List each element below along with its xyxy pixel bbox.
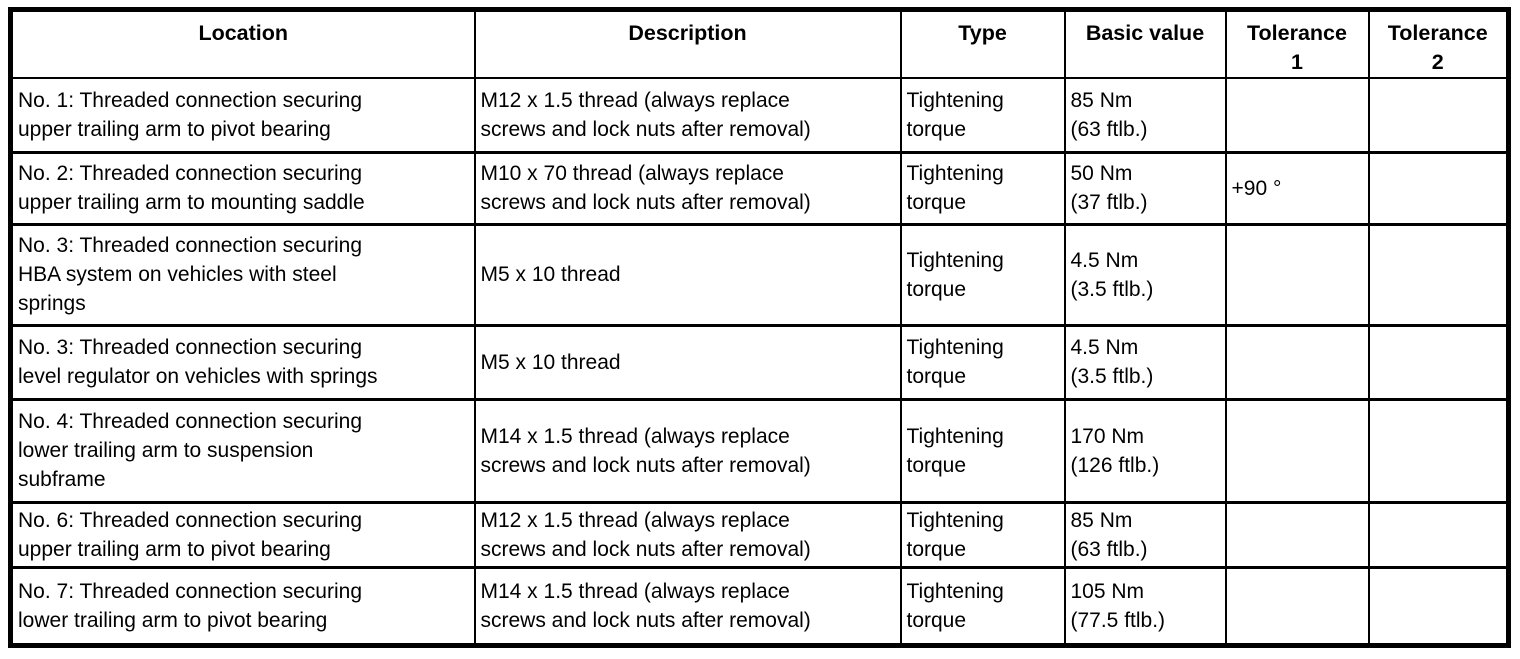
cell-tolerance-1 <box>1224 565 1370 647</box>
col-header-tolerance-1: Tolerance 1 <box>1224 8 1370 79</box>
col-header-basic-value: Basic value <box>1063 8 1227 79</box>
cell-basic-value: 105 Nm (77.5 ftlb.) <box>1063 565 1227 647</box>
cell-tolerance-1 <box>1224 77 1370 154</box>
cell-tolerance-1 <box>1224 222 1370 327</box>
cell-type: Tightening torque <box>899 150 1066 226</box>
cell-basic-value: 4.5 Nm (3.5 ftlb.) <box>1063 222 1227 327</box>
torque-spec-table: Location Description Type Basic value To… <box>8 7 1511 648</box>
table-row: No. 4: Threaded connection securing lowe… <box>9 397 1510 504</box>
cell-description: M14 x 1.5 thread (always replace screws … <box>473 397 902 504</box>
cell-type: Tightening torque <box>899 222 1066 327</box>
cell-location: No. 1: Threaded connection securing uppe… <box>9 77 476 154</box>
cell-tolerance-1 <box>1224 397 1370 504</box>
cell-type: Tightening torque <box>899 323 1066 401</box>
col-header-location: Location <box>9 8 476 79</box>
cell-description: M5 x 10 thread <box>473 323 902 401</box>
table-row: No. 3: Threaded connection securing leve… <box>9 323 1510 401</box>
table-row: No. 1: Threaded connection securing uppe… <box>9 77 1510 154</box>
col-header-description: Description <box>473 8 902 79</box>
cell-basic-value: 4.5 Nm (3.5 ftlb.) <box>1063 323 1227 401</box>
cell-basic-value: 170 Nm (126 ftlb.) <box>1063 397 1227 504</box>
cell-type: Tightening torque <box>899 397 1066 504</box>
cell-description: M12 x 1.5 thread (always replace screws … <box>473 77 902 154</box>
cell-basic-value: 85 Nm (63 ftlb.) <box>1063 500 1227 569</box>
cell-location: No. 4: Threaded connection securing lowe… <box>9 397 476 504</box>
table-row: No. 6: Threaded connection securing uppe… <box>9 500 1510 569</box>
cell-tolerance-1 <box>1224 500 1370 569</box>
cell-location: No. 3: Threaded connection securing HBA … <box>9 222 476 327</box>
cell-basic-value: 85 Nm (63 ftlb.) <box>1063 77 1227 154</box>
header-row: Location Description Type Basic value To… <box>9 8 1510 79</box>
cell-location: No. 6: Threaded connection securing uppe… <box>9 500 476 569</box>
cell-location: No. 3: Threaded connection securing leve… <box>9 323 476 401</box>
cell-description: M10 x 70 thread (always replace screws a… <box>473 150 902 226</box>
cell-tolerance-1: +90 ° <box>1224 150 1370 226</box>
cell-tolerance-2 <box>1367 150 1510 226</box>
cell-tolerance-2 <box>1367 77 1510 154</box>
cell-type: Tightening torque <box>899 565 1066 647</box>
cell-tolerance-2 <box>1367 397 1510 504</box>
cell-basic-value: 50 Nm (37 ftlb.) <box>1063 150 1227 226</box>
cell-tolerance-2 <box>1367 323 1510 401</box>
cell-tolerance-1 <box>1224 323 1370 401</box>
cell-location: No. 2: Threaded connection securing uppe… <box>9 150 476 226</box>
table-row: No. 2: Threaded connection securing uppe… <box>9 150 1510 226</box>
cell-tolerance-2 <box>1367 500 1510 569</box>
cell-description: M14 x 1.5 thread (always replace screws … <box>473 565 902 647</box>
col-header-type: Type <box>899 8 1066 79</box>
cell-type: Tightening torque <box>899 77 1066 154</box>
col-header-tolerance-2: Tolerance 2 <box>1367 8 1510 79</box>
table-row: No. 7: Threaded connection securing lowe… <box>9 565 1510 647</box>
table-row: No. 3: Threaded connection securing HBA … <box>9 222 1510 327</box>
cell-description: M5 x 10 thread <box>473 222 902 327</box>
cell-tolerance-2 <box>1367 222 1510 327</box>
cell-tolerance-2 <box>1367 565 1510 647</box>
cell-type: Tightening torque <box>899 500 1066 569</box>
cell-description: M12 x 1.5 thread (always replace screws … <box>473 500 902 569</box>
cell-location: No. 7: Threaded connection securing lowe… <box>9 565 476 647</box>
